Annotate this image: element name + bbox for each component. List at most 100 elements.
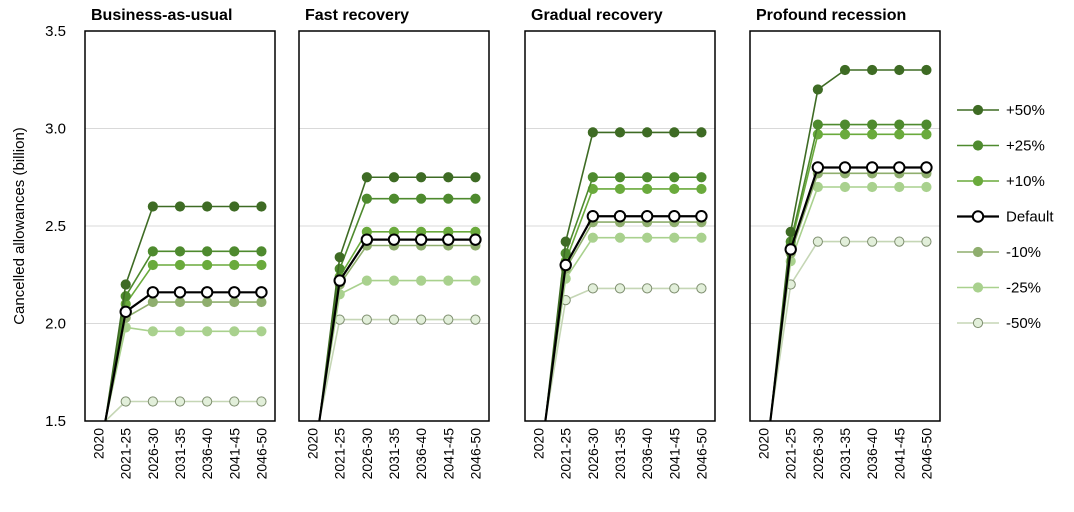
data-point-p10 xyxy=(921,129,932,140)
panel-frame xyxy=(749,30,941,422)
x-tick-label: 2021-25 xyxy=(118,428,134,480)
y-tick-label: 1.5 xyxy=(45,413,66,430)
x-tick-label: 2046-50 xyxy=(253,428,269,480)
legend-marker xyxy=(972,175,984,187)
x-tick-label: 2046-50 xyxy=(693,428,709,480)
y-axis-ticks: 1.5 2.0 2.5 3.0 3.5 xyxy=(45,23,66,430)
data-point-p10 xyxy=(202,259,213,271)
data-point-m25 xyxy=(642,232,653,243)
series-line-m25 xyxy=(318,279,476,422)
data-point-m25 xyxy=(361,275,372,286)
data-point-p50 xyxy=(470,172,481,183)
legend-label: -25% xyxy=(1006,280,1041,297)
legend-marker xyxy=(972,317,984,329)
data-point-def xyxy=(640,210,654,223)
data-point-p50 xyxy=(812,84,823,95)
legend-item-m10: -10% xyxy=(957,244,1041,261)
x-tick-label: 2046-50 xyxy=(918,428,934,480)
x-tick-label: 2020 xyxy=(756,428,772,459)
data-point-m50 xyxy=(812,236,823,247)
x-tick-label: 2020 xyxy=(531,428,547,459)
legend-item-p10: +10% xyxy=(957,173,1045,190)
panel-frame xyxy=(298,30,490,422)
data-point-p50 xyxy=(120,279,131,290)
data-point-p50 xyxy=(614,127,626,138)
data-point-def xyxy=(784,243,797,256)
legend-item-def: Default xyxy=(957,209,1054,226)
data-point-m50 xyxy=(921,236,932,247)
legend-marker xyxy=(972,140,984,151)
data-point-p25 xyxy=(443,193,454,204)
data-point-p50 xyxy=(839,64,851,76)
data-point-m50 xyxy=(614,283,626,294)
y-tick-label: 2.0 xyxy=(45,316,66,333)
data-point-m50 xyxy=(361,314,372,325)
legend-label: +10% xyxy=(1006,173,1045,190)
data-point-def xyxy=(469,233,482,246)
x-tick-label: 2020 xyxy=(305,428,321,459)
panel-title: Profound recession xyxy=(756,7,906,24)
data-point-m10 xyxy=(256,296,267,308)
data-point-p50 xyxy=(560,236,571,247)
data-point-p25 xyxy=(696,172,707,183)
data-point-p25 xyxy=(867,119,878,130)
data-point-p50 xyxy=(202,201,213,212)
data-point-def xyxy=(146,286,160,299)
x-tick-label: 2036-40 xyxy=(199,428,215,480)
data-point-def xyxy=(228,286,241,299)
data-point-m50 xyxy=(894,236,905,247)
data-point-p50 xyxy=(443,172,454,183)
legend-item-p25: +25% xyxy=(957,138,1045,155)
y-tick-label: 2.5 xyxy=(45,218,66,235)
data-point-p25 xyxy=(470,193,481,204)
data-point-p50 xyxy=(867,64,878,76)
legend-marker xyxy=(972,246,984,258)
data-point-p25 xyxy=(361,193,372,204)
data-point-p50 xyxy=(174,201,186,212)
legend-label: Default xyxy=(1006,209,1054,226)
x-tick-label: 2021-25 xyxy=(558,428,574,480)
data-point-p50 xyxy=(894,64,905,76)
data-point-m50 xyxy=(587,283,598,294)
x-tick-label: 2020 xyxy=(91,428,107,459)
data-point-p10 xyxy=(894,129,905,140)
data-point-m25 xyxy=(174,326,186,337)
x-tick-label: 2041-45 xyxy=(891,428,907,480)
legend-marker xyxy=(972,282,984,293)
data-point-p50 xyxy=(147,201,158,212)
data-point-p25 xyxy=(839,119,851,130)
data-point-m50 xyxy=(642,283,653,294)
data-point-p25 xyxy=(416,193,427,204)
data-point-def xyxy=(333,274,346,287)
data-point-p10 xyxy=(229,259,240,271)
data-point-m25 xyxy=(614,232,626,243)
x-tick-label: 2031-35 xyxy=(172,428,188,480)
data-point-def xyxy=(893,161,906,174)
legend-label: -50% xyxy=(1006,315,1041,332)
data-point-p25 xyxy=(921,119,932,130)
data-point-p50 xyxy=(334,252,345,263)
data-point-m10 xyxy=(174,296,186,308)
data-point-p50 xyxy=(921,64,932,76)
data-point-p25 xyxy=(388,193,400,204)
series-line-m50 xyxy=(769,240,927,422)
data-point-m50 xyxy=(256,396,267,407)
data-point-p50 xyxy=(361,172,372,183)
data-point-p25 xyxy=(120,291,131,302)
data-point-def xyxy=(414,233,428,246)
x-tick-label: 2026-30 xyxy=(810,428,826,480)
data-point-def xyxy=(613,210,627,223)
panel-1: Business-as-usual 2020 2021-25 2026-30 2031-… xyxy=(84,7,276,480)
series-line-m50 xyxy=(544,287,702,422)
data-point-def xyxy=(387,233,401,246)
data-point-m50 xyxy=(470,314,481,325)
data-point-m25 xyxy=(443,275,454,286)
panel-title: Fast recovery xyxy=(305,7,409,24)
y-axis-label: Cancelled allowances (billion) xyxy=(11,127,28,325)
x-tick-label: 2031-35 xyxy=(612,428,628,480)
data-point-p25 xyxy=(560,248,571,259)
legend-label: +50% xyxy=(1006,102,1045,119)
series-line-p50 xyxy=(318,176,476,422)
data-point-m50 xyxy=(696,283,707,294)
